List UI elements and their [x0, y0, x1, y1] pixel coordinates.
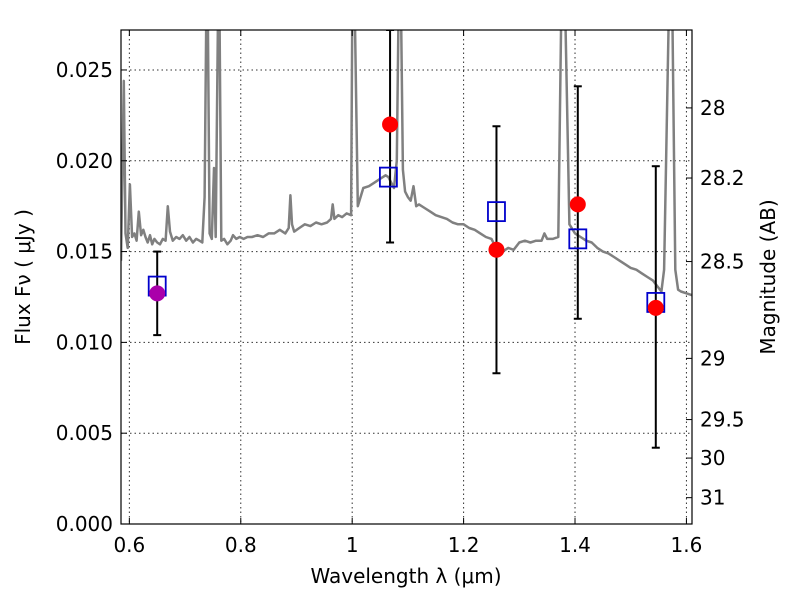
model-point — [568, 228, 588, 250]
observed-point — [382, 116, 399, 133]
y-tick-label: 0.000 — [56, 512, 113, 536]
magnitude-tick-label: 31 — [700, 486, 725, 510]
y-tick-label: 0.025 — [56, 58, 113, 82]
x-tick-label: 0.8 — [225, 533, 257, 557]
x-tick-label: 0.6 — [113, 533, 145, 557]
observed-point — [488, 241, 505, 258]
observed-point — [647, 299, 664, 316]
y-tick-label: 0.015 — [56, 240, 113, 264]
x-axis-label: Wavelength λ (μm) — [310, 564, 501, 588]
x-tick-label: 1.4 — [559, 533, 591, 557]
magnitude-tick-label: 29.5 — [700, 408, 745, 432]
y-axis-label: Flux Fν ( μJy ) — [11, 209, 35, 345]
spectrum-line — [121, 30, 692, 297]
magnitude-tick-label: 28.5 — [700, 250, 745, 274]
x-tick-label: 1.6 — [671, 533, 703, 557]
y-tick-label: 0.010 — [56, 330, 113, 354]
plot-content — [121, 30, 692, 449]
observed-point — [569, 196, 586, 213]
y-tick-label: 0.005 — [56, 421, 113, 445]
y-tick-label: 0.020 — [56, 149, 113, 173]
plot-frame — [120, 29, 693, 525]
model-point — [487, 201, 506, 223]
y2-axis-label: Magnitude (AB) — [756, 199, 780, 354]
x-tick-label: 1 — [346, 533, 359, 557]
magnitude-tick-label: 30 — [700, 446, 725, 470]
x-tick-label: 1.2 — [448, 533, 480, 557]
magnitude-tick-label: 28 — [700, 96, 725, 120]
magnitude-tick-label: 29 — [700, 346, 725, 370]
observed-point — [149, 285, 166, 302]
axis-ticks: 0.6 0.8 1 1.2 1.4 1.6 0.000 0.005 0.010 0.015 0.02… — [56, 30, 745, 557]
model-point — [378, 166, 398, 188]
magnitude-tick-label: 28.2 — [700, 166, 745, 190]
